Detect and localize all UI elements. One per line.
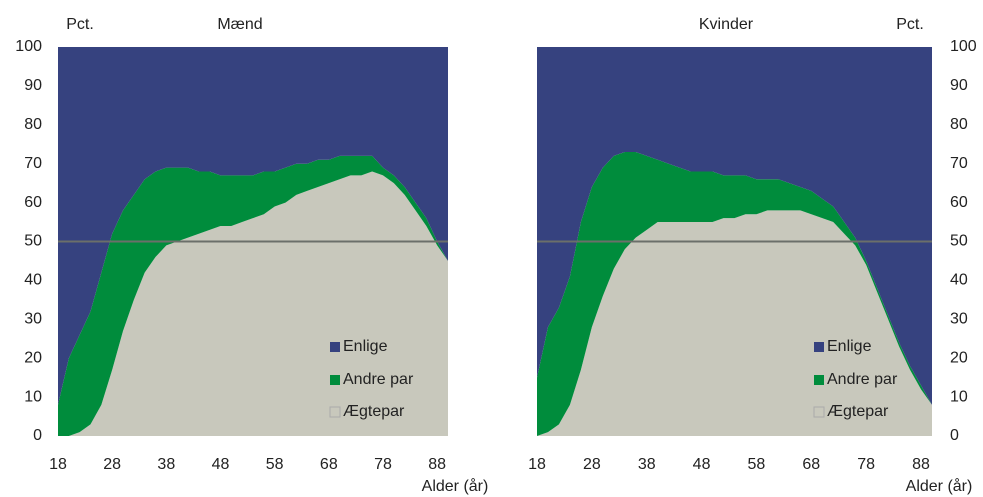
y-tick-label: 40 <box>24 272 42 289</box>
x-tick-label: 58 <box>748 456 766 473</box>
legend-label: Enlige <box>343 338 388 355</box>
y-axis-label: Pct. <box>66 16 94 33</box>
legend-label: Enlige <box>827 338 872 355</box>
y-tick-label: 60 <box>24 194 42 211</box>
x-tick-label: 38 <box>157 456 175 473</box>
legend-swatch <box>814 375 824 385</box>
legend-swatch <box>330 375 340 385</box>
area <box>537 47 932 405</box>
chart-title: Kvinder <box>699 16 754 33</box>
x-tick-label: 48 <box>212 456 230 473</box>
x-tick-label: 18 <box>49 456 67 473</box>
legend-label: Andre par <box>343 371 414 388</box>
y-tick-label: 100 <box>950 38 977 55</box>
y-tick-label: 10 <box>24 388 42 405</box>
y-tick-label: 50 <box>24 233 42 250</box>
legend-swatch <box>813 406 825 418</box>
x-tick-label: 48 <box>693 456 711 473</box>
y-tick-label: 10 <box>950 388 968 405</box>
y-tick-label: 60 <box>950 194 968 211</box>
y-tick-label: 0 <box>33 427 42 444</box>
legend-swatch <box>329 406 341 418</box>
area <box>58 171 448 437</box>
y-tick-label: 70 <box>24 155 42 172</box>
y-tick-label: 80 <box>950 116 968 133</box>
y-tick-label: 50 <box>950 233 968 250</box>
x-axis-label: Alder (år) <box>906 477 973 495</box>
x-tick-label: 88 <box>428 456 446 473</box>
y-tick-label: 80 <box>24 116 42 133</box>
x-tick-label: 68 <box>802 456 820 473</box>
y-tick-label: 40 <box>950 272 968 289</box>
area <box>58 155 448 437</box>
y-tick-label: 30 <box>950 311 968 328</box>
y-tick-label: 30 <box>24 311 42 328</box>
y-tick-label: 20 <box>950 349 968 366</box>
area <box>58 47 448 405</box>
x-axis-label: Alder (år) <box>422 477 489 495</box>
y-tick-label: 70 <box>950 155 968 172</box>
x-tick-label: 18 <box>528 456 546 473</box>
y-tick-label: 90 <box>24 77 42 94</box>
area <box>537 152 932 436</box>
x-tick-label: 28 <box>583 456 601 473</box>
legend-label: Andre par <box>827 371 898 388</box>
x-tick-label: 78 <box>374 456 392 473</box>
legend-swatch <box>330 342 340 352</box>
legend-label: Ægtepar <box>343 403 405 420</box>
x-tick-label: 78 <box>857 456 875 473</box>
y-tick-label: 100 <box>15 38 42 55</box>
y-tick-label: 20 <box>24 349 42 366</box>
x-tick-label: 58 <box>266 456 284 473</box>
legend-label: Ægtepar <box>827 403 889 420</box>
x-tick-label: 28 <box>103 456 121 473</box>
chart-title: Mænd <box>217 16 262 33</box>
x-tick-label: 88 <box>912 456 930 473</box>
y-tick-label: 0 <box>950 427 959 444</box>
x-tick-label: 38 <box>638 456 656 473</box>
y-tick-label: 90 <box>950 77 968 94</box>
x-tick-label: 68 <box>320 456 338 473</box>
area <box>537 210 932 436</box>
legend-swatch <box>814 342 824 352</box>
y-axis-label: Pct. <box>896 16 924 33</box>
